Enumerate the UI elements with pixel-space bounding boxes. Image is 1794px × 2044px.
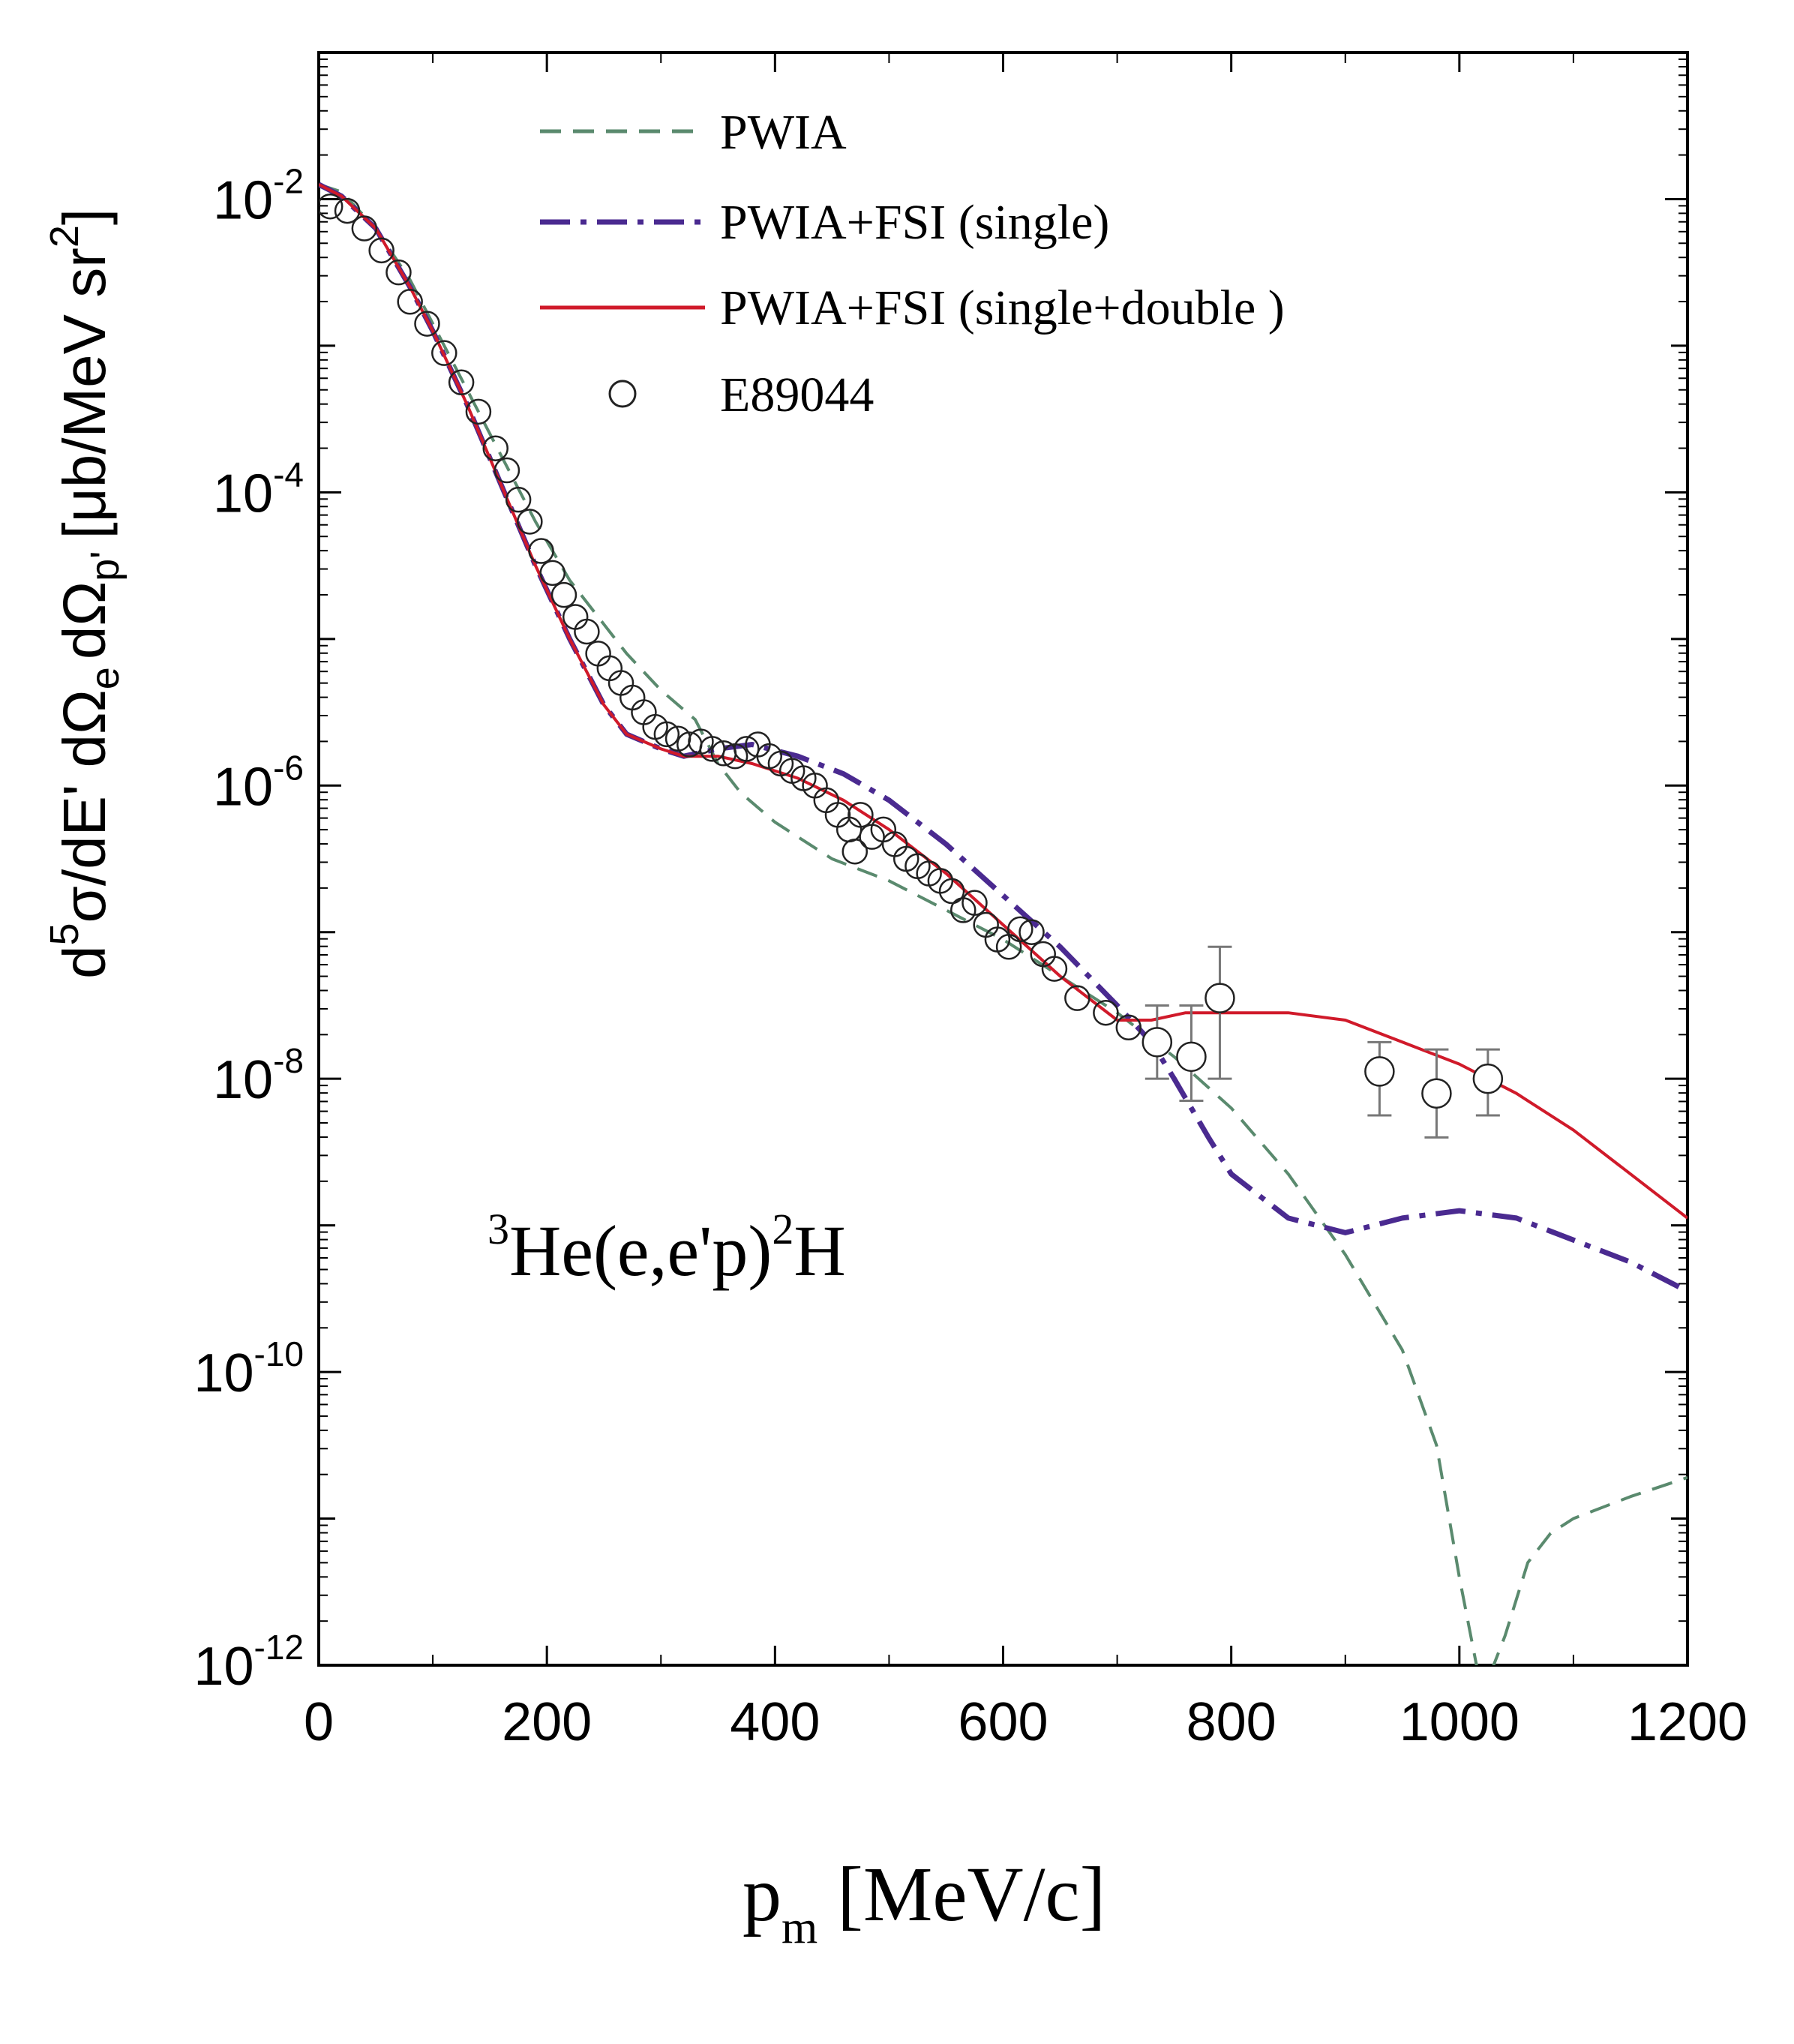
legend-label-pwia: PWIA	[720, 105, 847, 160]
y-tick-label: 10-2	[213, 161, 304, 230]
data-point	[848, 802, 874, 828]
x-tick-label: 1000	[1400, 1692, 1520, 1752]
data-point	[842, 838, 868, 865]
legend-label-fsi-double: PWIA+FSI (single+double )	[720, 281, 1285, 335]
data-point	[699, 736, 725, 762]
y-axis-label: d5σ/dE' dΩe dΩp' [μb/MeV sr2]	[42, 209, 128, 979]
plot-area: 0 200 400 600 800 1000 1200 10-2 10-4 10-6 10-8 10-…	[194, 51, 1748, 1752]
data-point	[619, 684, 646, 711]
data-point	[368, 237, 394, 264]
data-point	[962, 890, 988, 916]
annotation-main: He(e,e'p)	[509, 1211, 772, 1291]
y-tick-label: 10-4	[213, 455, 304, 524]
data-point	[448, 369, 475, 396]
data-point	[631, 699, 657, 725]
data-point	[539, 560, 566, 587]
data-point	[585, 641, 611, 667]
legend-marker-e89044	[608, 380, 637, 408]
x-tick-label: 600	[958, 1692, 1048, 1752]
curves	[319, 182, 1688, 1665]
data-point	[319, 193, 344, 220]
series-line-1	[319, 182, 1688, 1294]
data-point	[517, 509, 543, 535]
data-point	[414, 311, 440, 337]
data-point	[528, 538, 554, 564]
data-point	[1064, 985, 1090, 1011]
x-tick-label: 800	[1186, 1692, 1276, 1752]
ylabel-sup2: 2	[42, 225, 87, 248]
data-point-error	[1176, 1041, 1207, 1073]
ylabel-d: d	[51, 946, 118, 980]
data-point	[562, 604, 589, 630]
ylabel-close: ]	[51, 209, 118, 225]
data-point	[1093, 999, 1119, 1026]
data-point	[596, 655, 623, 682]
data-point	[938, 878, 965, 905]
ylabel-units: [μb/MeV sr	[51, 248, 118, 539]
data-point-error	[1204, 983, 1235, 1013]
data-point	[334, 197, 361, 224]
legend-label-e89044: E89044	[720, 368, 874, 422]
x-tick-label: 200	[502, 1692, 592, 1752]
data-point	[550, 581, 578, 608]
ylabel-sup5: 5	[42, 923, 87, 945]
data-point-error	[1364, 1056, 1395, 1087]
legend: PWIA PWIA+FSI (single) PWIA+FSI (single+…	[540, 105, 1285, 422]
x-tick-label: 400	[730, 1692, 820, 1752]
series-line-0	[319, 182, 1688, 1665]
xlabel-sub-m: m	[782, 1902, 818, 1953]
y-tick-label: 10-12	[194, 1628, 304, 1697]
annotation-sup3: 3	[488, 1205, 509, 1253]
x-tick-label: 0	[304, 1692, 334, 1752]
data-point	[494, 457, 520, 484]
data-point	[482, 435, 508, 461]
data-point	[505, 486, 532, 513]
data-point	[431, 340, 458, 366]
data-point	[574, 618, 600, 645]
annotation-sup2: 2	[772, 1205, 794, 1253]
data-point	[836, 816, 862, 843]
data-point	[1018, 919, 1045, 945]
xlabel-p: p	[742, 1851, 782, 1937]
ylabel-sub-p: p'	[82, 551, 128, 581]
reaction-annotation: 3He(e,e'p)2H	[488, 1205, 846, 1291]
data-point	[1041, 956, 1068, 982]
y-tick-label: 10-8	[213, 1041, 304, 1110]
data-point	[734, 736, 760, 762]
data-point-error	[1142, 1027, 1173, 1058]
legend-label-fsi-single: PWIA+FSI (single)	[720, 195, 1109, 250]
ylabel-sub-e: e	[82, 667, 128, 689]
data-point	[397, 289, 423, 315]
data-point-error	[1421, 1078, 1452, 1109]
xlabel-units: [MeV/c]	[837, 1851, 1106, 1937]
annotation-tail: H	[794, 1211, 845, 1291]
data-point	[386, 259, 412, 286]
data-point	[351, 215, 378, 242]
x-tick-label: 1200	[1628, 1692, 1748, 1752]
ylabel-sigma: σ/dE' dΩ	[51, 689, 118, 923]
data-point	[1007, 916, 1034, 943]
data-point	[1115, 1014, 1142, 1041]
data-point	[824, 802, 851, 828]
data-point	[653, 721, 680, 748]
y-tick-label: 10-6	[213, 748, 304, 817]
x-axis-label: pm [MeV/c]	[742, 1851, 1106, 1953]
data-point	[465, 398, 492, 425]
y-tick-label: 10-10	[194, 1334, 304, 1403]
data-point	[608, 670, 634, 696]
ylabel-domega: dΩ	[51, 581, 118, 659]
data-point-error	[1472, 1063, 1504, 1094]
series-line-2	[319, 183, 1688, 1220]
